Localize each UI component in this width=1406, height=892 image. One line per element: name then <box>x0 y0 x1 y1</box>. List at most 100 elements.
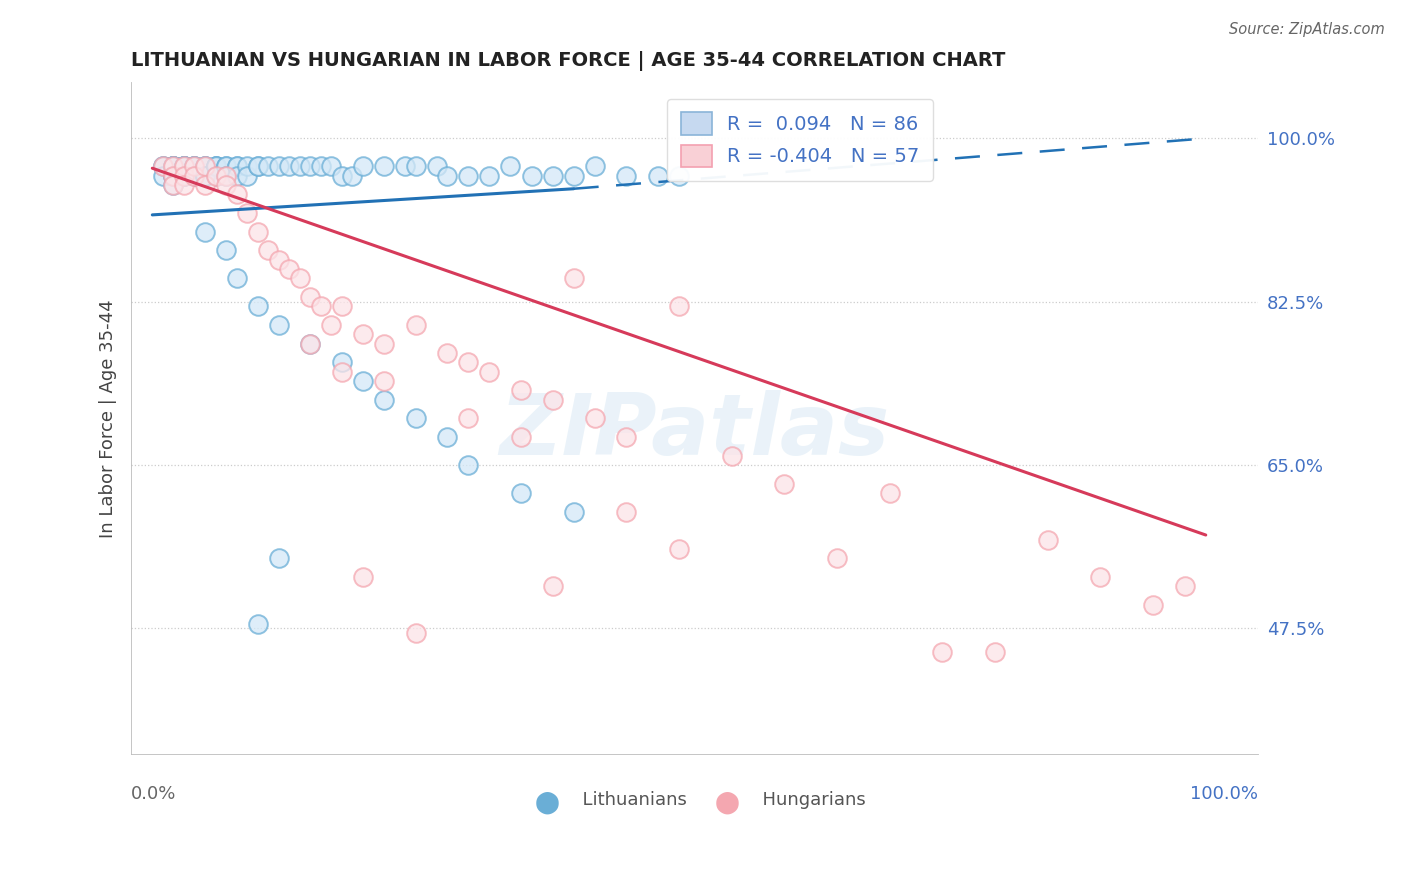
Point <box>173 169 195 183</box>
Point <box>204 159 226 173</box>
Point <box>162 159 184 173</box>
Point <box>1090 570 1112 584</box>
Point <box>373 336 395 351</box>
Point <box>614 169 637 183</box>
Point <box>225 159 247 173</box>
Point <box>183 159 205 173</box>
Point <box>562 271 585 285</box>
Point <box>288 159 311 173</box>
Text: ⬤: ⬤ <box>716 791 740 814</box>
Point <box>173 159 195 173</box>
Point <box>173 159 195 173</box>
Point <box>330 355 353 369</box>
Point <box>173 159 195 173</box>
Point <box>204 159 226 173</box>
Point <box>478 169 501 183</box>
Point <box>352 327 374 342</box>
Point <box>825 551 848 566</box>
Point <box>204 169 226 183</box>
Point <box>183 159 205 173</box>
Point <box>510 430 533 444</box>
Point <box>246 159 269 173</box>
Point <box>1174 579 1197 593</box>
Point <box>194 169 217 183</box>
Point <box>162 159 184 173</box>
Point <box>426 159 449 173</box>
Point <box>352 159 374 173</box>
Point <box>173 159 195 173</box>
Point <box>330 299 353 313</box>
Point <box>183 169 205 183</box>
Point <box>162 159 184 173</box>
Point <box>583 411 606 425</box>
Point <box>457 355 479 369</box>
Point <box>668 169 690 183</box>
Point <box>373 374 395 388</box>
Point <box>152 159 174 173</box>
Point <box>162 169 184 183</box>
Point <box>246 225 269 239</box>
Point <box>405 318 427 332</box>
Point <box>162 159 184 173</box>
Point <box>162 159 184 173</box>
Point <box>215 244 238 258</box>
Point <box>183 159 205 173</box>
Point <box>173 159 195 173</box>
Point <box>499 159 522 173</box>
Point <box>668 299 690 313</box>
Point <box>257 244 280 258</box>
Point <box>204 159 226 173</box>
Point <box>478 365 501 379</box>
Point <box>152 169 174 183</box>
Point <box>394 159 416 173</box>
Point <box>173 169 195 183</box>
Point <box>352 374 374 388</box>
Point <box>194 159 217 173</box>
Point <box>288 271 311 285</box>
Point <box>183 159 205 173</box>
Point <box>1142 598 1164 612</box>
Legend: R =  0.094   N = 86, R = -0.404   N = 57: R = 0.094 N = 86, R = -0.404 N = 57 <box>666 99 934 181</box>
Point <box>309 299 332 313</box>
Point <box>309 159 332 173</box>
Point <box>583 159 606 173</box>
Point <box>436 169 458 183</box>
Point <box>879 486 901 500</box>
Point <box>215 169 238 183</box>
Point <box>194 178 217 192</box>
Point <box>236 159 259 173</box>
Point <box>1036 533 1059 547</box>
Point <box>278 159 301 173</box>
Point <box>541 169 564 183</box>
Point <box>931 645 953 659</box>
Point <box>225 159 247 173</box>
Text: 0.0%: 0.0% <box>131 785 177 803</box>
Point <box>162 169 184 183</box>
Point <box>194 159 217 173</box>
Point <box>215 178 238 192</box>
Point <box>373 392 395 407</box>
Point <box>152 159 174 173</box>
Point <box>267 159 290 173</box>
Point <box>183 169 205 183</box>
Point <box>720 449 742 463</box>
Text: 100.0%: 100.0% <box>1191 785 1258 803</box>
Point <box>162 178 184 192</box>
Point <box>225 169 247 183</box>
Point <box>541 392 564 407</box>
Point <box>267 318 290 332</box>
Point <box>173 159 195 173</box>
Point <box>510 384 533 398</box>
Point <box>173 159 195 173</box>
Text: LITHUANIAN VS HUNGARIAN IN LABOR FORCE | AGE 35-44 CORRELATION CHART: LITHUANIAN VS HUNGARIAN IN LABOR FORCE |… <box>131 51 1005 70</box>
Point <box>162 159 184 173</box>
Point <box>668 541 690 556</box>
Point <box>510 486 533 500</box>
Point <box>225 187 247 202</box>
Point <box>194 169 217 183</box>
Point <box>405 159 427 173</box>
Point <box>183 169 205 183</box>
Point <box>330 365 353 379</box>
Point <box>647 169 669 183</box>
Point <box>246 159 269 173</box>
